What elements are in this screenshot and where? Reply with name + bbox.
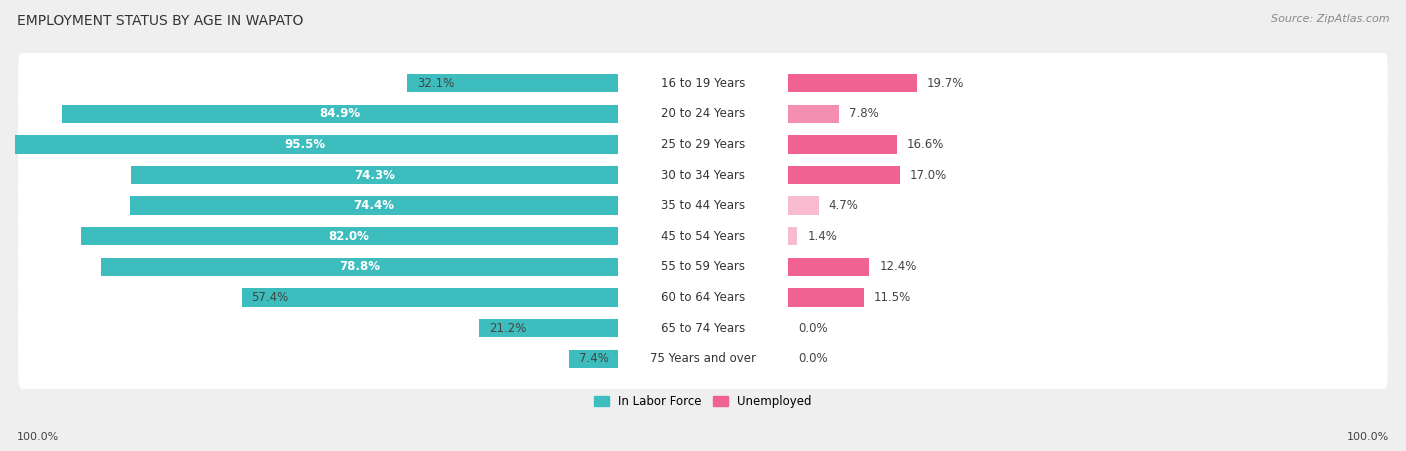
FancyBboxPatch shape (18, 267, 1388, 327)
Text: 74.4%: 74.4% (353, 199, 395, 212)
Bar (789, 105, 839, 123)
Text: 0.0%: 0.0% (799, 352, 828, 365)
Text: 82.0%: 82.0% (329, 230, 370, 243)
Bar (62, 105, 617, 123)
Bar (789, 135, 897, 153)
Text: 16.6%: 16.6% (907, 138, 945, 151)
FancyBboxPatch shape (18, 206, 1388, 267)
Text: Source: ZipAtlas.com: Source: ZipAtlas.com (1271, 14, 1389, 23)
Text: 100.0%: 100.0% (1347, 432, 1389, 442)
Bar (101, 258, 617, 276)
Bar (789, 74, 917, 92)
Bar (80, 227, 617, 245)
FancyBboxPatch shape (18, 84, 1388, 144)
FancyBboxPatch shape (18, 329, 1388, 389)
Bar (789, 227, 797, 245)
Bar (479, 319, 617, 337)
Text: 1.4%: 1.4% (807, 230, 837, 243)
Text: 12.4%: 12.4% (879, 260, 917, 273)
Text: 95.5%: 95.5% (284, 138, 326, 151)
Bar (131, 197, 617, 215)
Text: 57.4%: 57.4% (252, 291, 288, 304)
Bar (789, 197, 818, 215)
Text: 45 to 54 Years: 45 to 54 Years (661, 230, 745, 243)
Text: 19.7%: 19.7% (927, 77, 965, 90)
Text: 78.8%: 78.8% (339, 260, 380, 273)
Text: 84.9%: 84.9% (319, 107, 360, 120)
Text: EMPLOYMENT STATUS BY AGE IN WAPATO: EMPLOYMENT STATUS BY AGE IN WAPATO (17, 14, 304, 28)
Text: 20 to 24 Years: 20 to 24 Years (661, 107, 745, 120)
Text: 0.0%: 0.0% (799, 322, 828, 335)
Text: 35 to 44 Years: 35 to 44 Years (661, 199, 745, 212)
Bar (0, 135, 617, 153)
Legend: In Labor Force, Unemployed: In Labor Force, Unemployed (595, 395, 811, 408)
FancyBboxPatch shape (18, 175, 1388, 236)
Text: 30 to 34 Years: 30 to 34 Years (661, 169, 745, 181)
Text: 7.8%: 7.8% (849, 107, 879, 120)
Text: 75 Years and over: 75 Years and over (650, 352, 756, 365)
FancyBboxPatch shape (18, 115, 1388, 175)
Bar (789, 166, 900, 184)
Text: 4.7%: 4.7% (828, 199, 859, 212)
Bar (242, 288, 617, 307)
Bar (131, 166, 617, 184)
FancyBboxPatch shape (18, 237, 1388, 297)
Text: 65 to 74 Years: 65 to 74 Years (661, 322, 745, 335)
Text: 60 to 64 Years: 60 to 64 Years (661, 291, 745, 304)
Bar (789, 258, 869, 276)
Bar (789, 288, 863, 307)
Text: 17.0%: 17.0% (910, 169, 946, 181)
Bar (569, 350, 617, 368)
FancyBboxPatch shape (18, 145, 1388, 205)
Text: 21.2%: 21.2% (489, 322, 526, 335)
Text: 25 to 29 Years: 25 to 29 Years (661, 138, 745, 151)
FancyBboxPatch shape (18, 298, 1388, 358)
Text: 7.4%: 7.4% (579, 352, 609, 365)
Text: 55 to 59 Years: 55 to 59 Years (661, 260, 745, 273)
Text: 32.1%: 32.1% (418, 77, 454, 90)
Text: 11.5%: 11.5% (873, 291, 911, 304)
Bar (408, 74, 617, 92)
Text: 100.0%: 100.0% (17, 432, 59, 442)
FancyBboxPatch shape (18, 53, 1388, 113)
Text: 16 to 19 Years: 16 to 19 Years (661, 77, 745, 90)
Text: 74.3%: 74.3% (354, 169, 395, 181)
